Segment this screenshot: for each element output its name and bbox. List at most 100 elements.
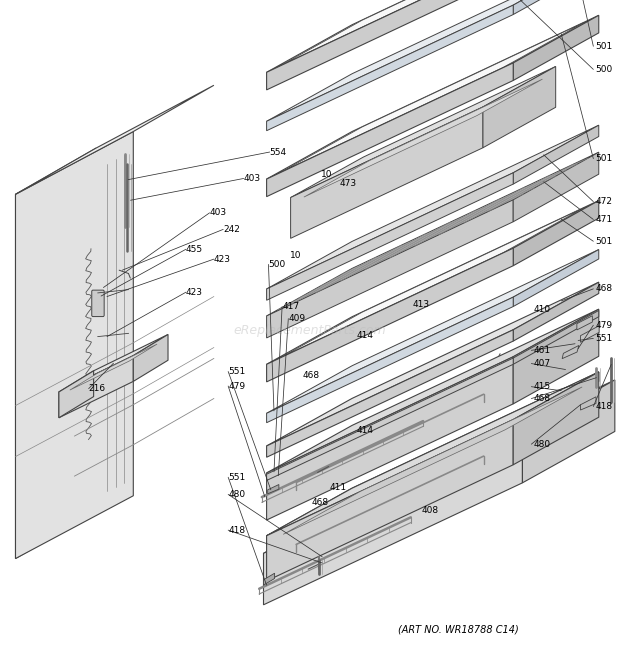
Polygon shape	[267, 297, 513, 423]
Text: 468: 468	[303, 371, 320, 380]
Polygon shape	[267, 200, 513, 338]
Polygon shape	[513, 152, 599, 221]
Text: 554: 554	[270, 147, 287, 157]
Text: 468: 468	[533, 394, 551, 403]
Polygon shape	[267, 0, 599, 72]
Polygon shape	[267, 420, 513, 545]
Text: 415: 415	[533, 382, 551, 391]
Polygon shape	[283, 387, 582, 534]
Text: 414: 414	[356, 426, 373, 436]
Polygon shape	[133, 334, 168, 381]
Polygon shape	[267, 0, 513, 90]
Polygon shape	[513, 0, 599, 15]
Polygon shape	[513, 311, 599, 364]
Text: 471: 471	[595, 215, 613, 224]
Polygon shape	[281, 22, 584, 172]
Polygon shape	[267, 152, 599, 316]
Text: 418: 418	[228, 525, 246, 535]
Polygon shape	[267, 5, 513, 131]
Text: 413: 413	[412, 299, 430, 309]
Polygon shape	[264, 573, 275, 585]
Polygon shape	[513, 282, 599, 341]
Polygon shape	[291, 107, 483, 239]
Text: 242: 242	[223, 225, 240, 234]
Text: 480: 480	[533, 440, 551, 449]
Polygon shape	[267, 63, 513, 197]
Polygon shape	[267, 282, 599, 446]
Text: 500: 500	[595, 65, 613, 74]
Polygon shape	[281, 208, 584, 357]
Polygon shape	[291, 67, 556, 198]
Polygon shape	[523, 380, 615, 483]
Polygon shape	[513, 249, 599, 307]
Text: 411: 411	[330, 483, 347, 492]
Text: 423: 423	[214, 254, 231, 264]
Polygon shape	[267, 0, 599, 122]
Polygon shape	[580, 397, 596, 410]
Polygon shape	[264, 432, 523, 605]
Polygon shape	[267, 15, 599, 179]
Text: 423: 423	[186, 288, 203, 297]
Text: 10: 10	[290, 251, 302, 260]
Text: 10: 10	[321, 170, 333, 179]
Text: 501: 501	[595, 42, 613, 51]
Text: 479: 479	[228, 381, 246, 391]
Text: 418: 418	[595, 402, 613, 411]
Polygon shape	[267, 372, 599, 535]
Polygon shape	[281, 0, 584, 65]
Text: 473: 473	[340, 179, 357, 188]
Polygon shape	[304, 79, 542, 197]
Polygon shape	[267, 420, 513, 581]
Polygon shape	[267, 358, 513, 481]
Polygon shape	[513, 372, 599, 429]
Polygon shape	[267, 200, 599, 364]
Text: (ART NO. WR18788 C14): (ART NO. WR18788 C14)	[399, 624, 519, 635]
Polygon shape	[267, 173, 513, 300]
Polygon shape	[580, 326, 599, 342]
Text: 468: 468	[595, 284, 613, 293]
Polygon shape	[267, 125, 599, 289]
Polygon shape	[59, 356, 133, 418]
Polygon shape	[16, 85, 214, 194]
Text: eReplacementParts.com: eReplacementParts.com	[234, 324, 386, 337]
Polygon shape	[483, 67, 556, 148]
Polygon shape	[513, 309, 599, 404]
Text: 500: 500	[268, 260, 286, 269]
Polygon shape	[562, 346, 579, 359]
Text: 551: 551	[228, 473, 246, 482]
Text: 468: 468	[311, 498, 329, 507]
Polygon shape	[267, 248, 513, 382]
Polygon shape	[513, 125, 599, 184]
Polygon shape	[267, 330, 513, 457]
Text: 409: 409	[288, 314, 306, 323]
Polygon shape	[59, 334, 168, 392]
Polygon shape	[267, 311, 599, 474]
Polygon shape	[59, 371, 94, 418]
Polygon shape	[267, 357, 513, 520]
Text: 216: 216	[89, 384, 106, 393]
Text: 403: 403	[210, 208, 227, 217]
Text: 461: 461	[533, 346, 551, 355]
Polygon shape	[577, 316, 592, 330]
Text: 551: 551	[228, 367, 246, 376]
Text: 407: 407	[533, 359, 551, 368]
FancyBboxPatch shape	[92, 290, 104, 317]
Polygon shape	[267, 309, 599, 473]
Text: 414: 414	[356, 330, 373, 340]
Text: 417: 417	[282, 302, 299, 311]
Polygon shape	[268, 485, 279, 494]
Polygon shape	[513, 15, 599, 81]
Text: 480: 480	[228, 490, 246, 499]
Text: 455: 455	[186, 245, 203, 254]
Text: 551: 551	[595, 334, 613, 343]
Text: 410: 410	[533, 305, 551, 314]
Polygon shape	[513, 200, 599, 266]
Polygon shape	[264, 380, 615, 553]
Polygon shape	[70, 344, 157, 390]
Text: 501: 501	[595, 154, 613, 163]
Text: 403: 403	[244, 174, 261, 183]
Polygon shape	[267, 372, 599, 535]
Polygon shape	[16, 148, 96, 559]
Text: 472: 472	[595, 197, 612, 206]
Polygon shape	[513, 372, 599, 465]
